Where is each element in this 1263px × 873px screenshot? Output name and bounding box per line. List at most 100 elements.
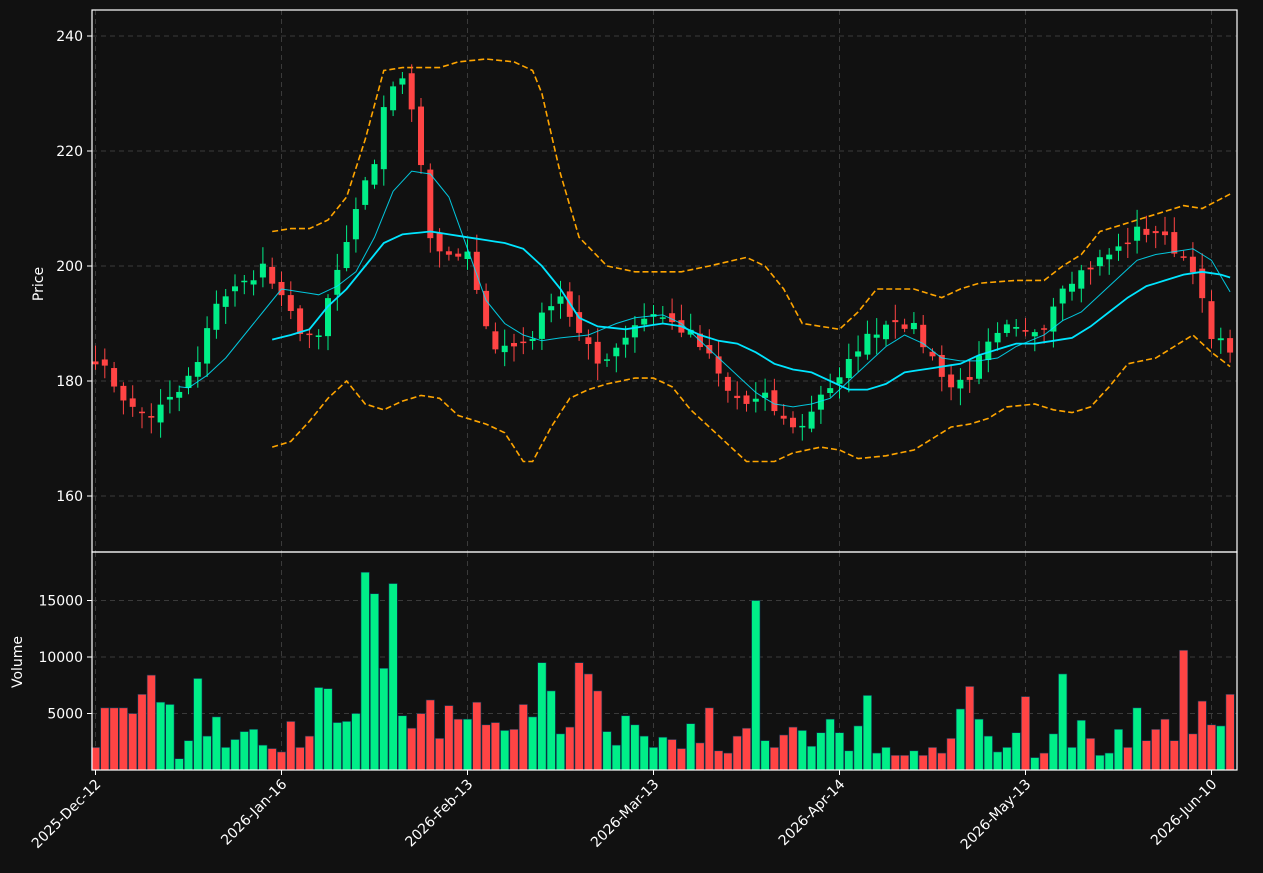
volume-bar xyxy=(834,732,844,771)
candle-body xyxy=(771,390,778,412)
volume-bar xyxy=(565,726,575,771)
volume-bar xyxy=(602,731,612,771)
candle-body xyxy=(111,368,118,387)
candle-body xyxy=(1134,226,1141,241)
volume-bar xyxy=(472,701,482,771)
candle-body xyxy=(929,351,936,357)
candle-body xyxy=(222,296,229,307)
candle-body xyxy=(204,328,211,364)
bollinger-upper-line xyxy=(272,58,1231,331)
candle-body xyxy=(390,86,397,111)
candle-body xyxy=(1003,324,1010,333)
volume-bar xyxy=(369,593,379,771)
volume-bar xyxy=(788,726,798,771)
candle-body xyxy=(1059,288,1066,304)
volume-bar xyxy=(872,752,882,771)
candle-body xyxy=(1199,268,1206,299)
volume-bar xyxy=(1095,755,1105,771)
volume-bar xyxy=(416,713,426,771)
volume-bar xyxy=(342,721,352,771)
volume-bar xyxy=(109,707,119,771)
candle-body xyxy=(585,337,592,345)
candle-body xyxy=(1096,257,1103,267)
candle-body xyxy=(864,333,871,355)
volume-bar xyxy=(249,729,259,771)
candle-body xyxy=(362,180,369,205)
volume-bar xyxy=(593,690,603,771)
candle-body xyxy=(334,269,341,295)
volume-bar xyxy=(955,708,965,771)
candle-body xyxy=(743,395,750,404)
volume-bar xyxy=(1207,724,1217,771)
volume-bar xyxy=(1002,747,1012,771)
volume-bar xyxy=(1020,696,1030,771)
candle-body xyxy=(808,411,815,429)
volume-bar xyxy=(490,722,500,771)
candle-body xyxy=(129,398,136,407)
volume-panel-frame xyxy=(91,551,1238,771)
candle-body xyxy=(920,324,927,348)
volume-bar xyxy=(1030,757,1040,771)
volume-bar xyxy=(193,678,203,771)
candle-body xyxy=(148,416,155,418)
volume-bar xyxy=(1067,747,1077,771)
volume-bar xyxy=(435,738,445,771)
volume-bar xyxy=(156,701,166,771)
volume-bar xyxy=(732,735,742,771)
volume-bar xyxy=(648,747,658,771)
volume-bar xyxy=(639,735,649,771)
candle-body xyxy=(594,341,601,364)
candle-body xyxy=(157,404,164,423)
volume-bar xyxy=(211,716,221,771)
volume-bar xyxy=(100,707,110,771)
candle-body xyxy=(883,324,889,340)
volume-bar xyxy=(741,727,751,771)
candle-body xyxy=(873,334,880,338)
candle-body xyxy=(948,374,955,388)
candle-body xyxy=(445,251,452,255)
volume-bar xyxy=(184,740,194,771)
candle-body xyxy=(910,322,917,330)
candle-body xyxy=(836,377,843,384)
candle-body xyxy=(1162,231,1168,236)
candle-body xyxy=(576,312,583,333)
candle-body xyxy=(371,164,378,185)
volume-bar xyxy=(258,744,268,771)
volume-bar xyxy=(425,699,435,771)
volume-bar xyxy=(323,688,333,771)
volume-bar xyxy=(760,740,770,771)
candle-body xyxy=(436,233,443,252)
volume-bar xyxy=(453,718,463,771)
candle-body xyxy=(501,345,508,353)
volume-bar xyxy=(658,736,668,771)
price-gridlines xyxy=(92,10,1237,552)
volume-bar xyxy=(676,748,686,771)
candle-body xyxy=(520,341,527,344)
candle-body xyxy=(752,398,759,402)
price-axis-label: Price xyxy=(31,267,47,301)
moving-averages xyxy=(179,170,1231,408)
volume-bar xyxy=(686,723,696,771)
candle-body xyxy=(1143,228,1150,235)
volume-bar xyxy=(286,721,296,771)
candle-body xyxy=(1078,270,1085,289)
volume-bar xyxy=(583,673,593,771)
volume-bar xyxy=(500,730,510,771)
volume-bar xyxy=(844,750,854,771)
volume-tick-label: 5000 xyxy=(47,707,83,723)
candle-body xyxy=(762,392,769,398)
volume-bar xyxy=(1132,707,1142,771)
candle-body xyxy=(538,312,545,339)
volume-bar xyxy=(1114,729,1124,771)
price-tick-label: 220 xyxy=(56,144,83,160)
volume-bar xyxy=(1141,740,1151,771)
volume-bar xyxy=(379,667,389,771)
volume-bar xyxy=(518,704,528,771)
candle-body xyxy=(1217,338,1224,341)
volume-bar xyxy=(918,755,928,771)
candle-body xyxy=(232,286,238,292)
candle-body xyxy=(306,333,313,336)
candle-body xyxy=(92,361,99,365)
volume-bar xyxy=(462,718,472,771)
